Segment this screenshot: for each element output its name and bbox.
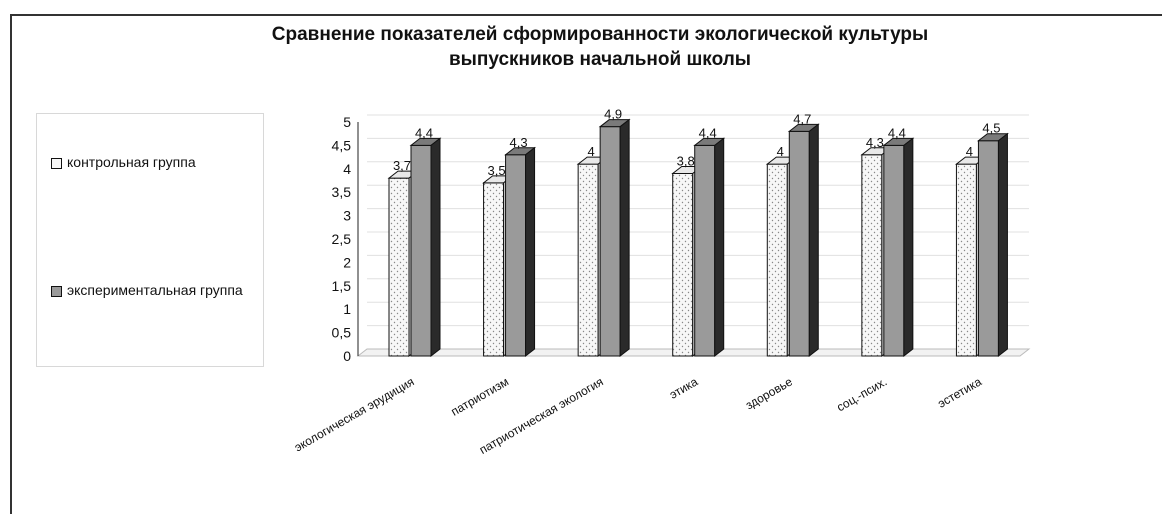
bar-experimental-side	[715, 138, 724, 356]
x-category-label: экологическая эрудиция	[292, 374, 417, 454]
y-tick-label: 3,5	[332, 184, 352, 200]
bar-experimental-side	[431, 138, 440, 356]
x-category-label: эстетика	[935, 374, 984, 410]
y-tick-label: 4	[343, 161, 351, 177]
bar-experimental-side	[904, 138, 913, 356]
bar-control	[956, 164, 976, 356]
y-tick-label: 5	[343, 114, 351, 130]
data-label-experimental: 4,4	[415, 125, 433, 140]
y-tick-label: 4,5	[332, 137, 352, 153]
data-label-control: 3,8	[677, 153, 695, 168]
y-tick-label: 2	[343, 254, 351, 270]
y-tick-label: 1	[343, 301, 351, 317]
bar-control	[578, 164, 598, 356]
bar-experimental-side	[998, 134, 1007, 356]
data-label-control: 4	[588, 144, 595, 159]
data-label-experimental: 4,7	[793, 111, 811, 126]
bar-experimental	[411, 145, 431, 356]
bar-control	[862, 155, 882, 356]
bar-experimental	[695, 145, 715, 356]
y-tick-label: 2,5	[332, 231, 352, 247]
data-label-control: 4,3	[866, 135, 884, 150]
data-label-experimental: 4,4	[699, 125, 717, 140]
bar-experimental	[978, 141, 998, 356]
x-category-label: соц.-псих.	[834, 374, 889, 414]
data-label-experimental: 4,9	[604, 107, 622, 122]
data-label-control: 4	[777, 144, 784, 159]
x-category-label: этика	[667, 374, 700, 401]
bar-control	[673, 173, 693, 356]
data-label-control: 4	[966, 144, 973, 159]
y-tick-label: 3	[343, 208, 351, 224]
data-label-control: 3,5	[488, 163, 506, 178]
bar-control	[484, 183, 504, 356]
data-label-control: 3,7	[393, 158, 411, 173]
bar-experimental-side	[620, 120, 629, 356]
y-tick-label: 0	[343, 348, 351, 364]
bar-experimental	[789, 131, 809, 356]
data-label-experimental: 4,5	[982, 121, 1000, 136]
y-tick-label: 0,5	[332, 325, 352, 341]
bar-experimental	[884, 145, 904, 356]
bar-control	[767, 164, 787, 356]
bar-experimental	[506, 155, 526, 356]
y-tick-label: 1,5	[332, 278, 352, 294]
bar-experimental-side	[809, 124, 818, 356]
data-label-experimental: 4,4	[888, 125, 906, 140]
bar-experimental	[600, 127, 620, 356]
x-category-label: патриотизм	[449, 374, 512, 418]
bar-experimental-side	[526, 148, 535, 356]
bar-control	[389, 178, 409, 356]
x-category-label: здоровье	[743, 374, 795, 412]
data-label-experimental: 4,3	[510, 135, 528, 150]
